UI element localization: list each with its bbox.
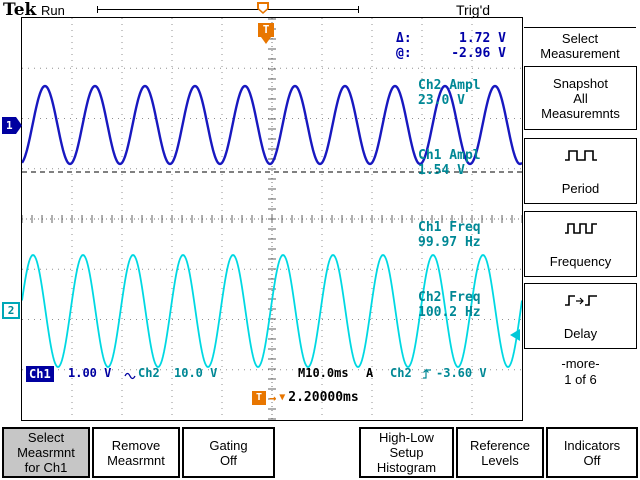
bottom-menu-select-measurement[interactable]: Select Measrmnt for Ch1 <box>2 427 90 478</box>
trigger-status: Trig'd <box>456 2 491 18</box>
ch2-baseline-marker: 2 <box>2 302 20 319</box>
trigger-time-value: 2.20000ms <box>288 390 359 405</box>
ch2-scale: 10.0 V <box>174 366 218 380</box>
ch1-badge: Ch1 <box>26 366 54 382</box>
delay-icon <box>563 292 599 311</box>
menu-item-frequency[interactable]: Frequency <box>524 211 637 277</box>
bottom-menu-high-low-setup[interactable]: High-Low Setup Histogram <box>359 427 454 478</box>
rising-edge-icon <box>422 368 433 383</box>
period-icon <box>563 147 599 166</box>
menu-item-snapshot-all-measurements[interactable]: Snapshot All Measuremnts <box>524 66 637 130</box>
trigger-time-readout: T → ▼ 2.20000ms <box>252 390 359 405</box>
graticule-area: T Δ: 1.72 V @: -2.96 V Ch2 Ampl 23.0 V C… <box>21 17 523 421</box>
record-view-line <box>97 9 359 10</box>
measurement-label: Ch2 Freq <box>418 290 481 305</box>
trigger-level-readout: -3.60 V <box>436 366 487 380</box>
measurement-ch1-freq: Ch1 Freq 99.97 Hz <box>418 220 481 250</box>
status-bar: Ch1 1.00 V Ch2 10.0 V M10.0ms A Ch2 -3.6… <box>22 366 520 382</box>
trigger-position-marker <box>257 2 269 14</box>
measurement-label: Ch1 Freq <box>418 220 481 235</box>
trigger-mode: A <box>366 366 374 380</box>
measurement-value: 99.97 Hz <box>418 235 481 250</box>
trigger-source: Ch2 <box>390 366 412 380</box>
measurement-ch2-freq: Ch2 Freq 100.2 Hz <box>418 290 481 320</box>
measurement-value: 100.2 Hz <box>418 305 481 320</box>
side-menu-title: Select Measurement <box>524 27 636 61</box>
measurement-value: 23.0 V <box>418 93 465 108</box>
ch1-baseline-marker: 1 <box>2 117 22 134</box>
frequency-icon <box>563 220 599 239</box>
arrow-right-icon: → <box>269 390 277 405</box>
measurement-label: Ch1 Ampl <box>418 148 481 163</box>
tek-logo: Tek <box>3 0 37 20</box>
ac-coupling-icon <box>124 369 136 383</box>
delta-value: 1.72 V <box>459 31 506 46</box>
measurement-ch2-ampl: Ch2 Ampl 23.0 V <box>418 78 481 108</box>
bottom-menu-remove-measurement[interactable]: Remove Measrmnt <box>92 427 180 478</box>
ch1-scale: 1.00 V <box>68 366 112 380</box>
bottom-menu-indicators[interactable]: Indicators Off <box>546 427 638 478</box>
menu-item-more[interactable]: -more- 1 of 6 <box>561 356 600 387</box>
trigger-down-arrow-icon <box>261 37 271 44</box>
timebase-readout: M10.0ms <box>298 366 349 380</box>
delta-label: Δ: <box>396 31 412 46</box>
trigger-pointer-icon: ▼ <box>279 392 286 403</box>
ch2-trace <box>22 254 522 368</box>
bottom-menu-gating[interactable]: Gating Off <box>182 427 275 478</box>
record-view-left-bracket <box>97 6 98 13</box>
record-view-bar <box>97 2 359 15</box>
ch1-trace <box>22 84 522 166</box>
record-view-right-bracket <box>358 6 359 13</box>
cursor-readout: Δ: 1.72 V @: -2.96 V <box>396 31 506 61</box>
menu-item-period[interactable]: Period <box>524 138 637 204</box>
measurement-label: Ch2 Ampl <box>418 78 481 93</box>
waveform-display <box>22 18 522 420</box>
at-label: @: <box>396 46 412 61</box>
trigger-point-marker: T <box>258 23 274 45</box>
trigger-t-badge: T <box>258 23 274 37</box>
at-value: -2.96 V <box>451 46 506 61</box>
menu-item-delay[interactable]: Delay <box>524 283 637 349</box>
acquisition-status: Run <box>41 3 65 18</box>
ch2-label: Ch2 <box>138 366 160 380</box>
measurement-ch1-ampl: Ch1 Ampl 1.54 V <box>418 148 481 178</box>
trigger-t-icon: T <box>252 390 266 405</box>
measurement-value: 1.54 V <box>418 163 465 178</box>
trigger-level-arrow-icon <box>510 329 520 341</box>
bottom-menu-reference-levels[interactable]: Reference Levels <box>456 427 544 478</box>
